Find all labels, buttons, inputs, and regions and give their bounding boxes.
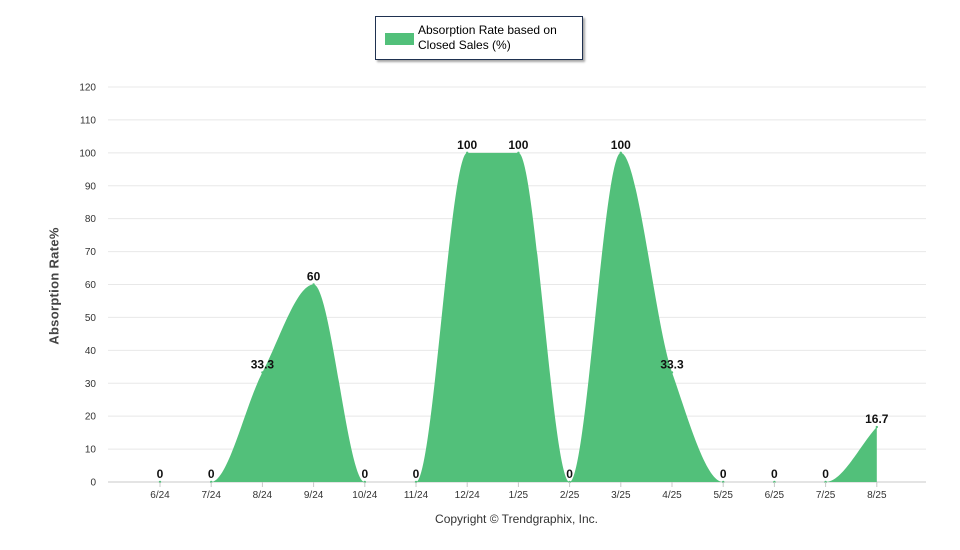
legend-swatch bbox=[385, 33, 414, 45]
x-tick-label: 8/24 bbox=[253, 490, 273, 501]
y-axis-ticks: 0 10 20 30 40 50 60 70 80 90 100 110 120 bbox=[79, 83, 96, 489]
data-labels: 0 0 33.3 60 0 0 100 100 0 100 33.3 0 0 0 16.7 bbox=[157, 138, 889, 481]
data-label: 0 bbox=[157, 467, 164, 481]
data-label: 100 bbox=[457, 138, 477, 152]
x-tick-label: 7/25 bbox=[816, 490, 836, 501]
data-point bbox=[670, 371, 674, 374]
data-label: 0 bbox=[413, 467, 420, 481]
x-tick-label: 2/25 bbox=[560, 490, 580, 501]
data-label: 100 bbox=[508, 138, 528, 152]
data-label: 16.7 bbox=[865, 412, 889, 426]
y-tick-label: 120 bbox=[79, 83, 96, 94]
data-label: 0 bbox=[771, 467, 778, 481]
x-tick-label: 8/25 bbox=[867, 490, 887, 501]
data-point bbox=[312, 283, 315, 286]
x-tick-label: 7/24 bbox=[201, 490, 221, 501]
data-label: 0 bbox=[361, 467, 368, 481]
y-tick-label: 60 bbox=[85, 280, 97, 291]
y-tick-label: 50 bbox=[85, 313, 97, 324]
data-point bbox=[466, 151, 469, 155]
x-tick-label: 4/25 bbox=[662, 490, 682, 501]
data-label: 0 bbox=[566, 467, 573, 481]
x-tick-label: 5/25 bbox=[713, 490, 733, 501]
y-tick-label: 90 bbox=[85, 181, 97, 192]
x-tick-label: 11/24 bbox=[404, 490, 429, 501]
y-tick-label: 110 bbox=[80, 115, 96, 126]
x-tick-label: 10/24 bbox=[352, 490, 377, 501]
y-tick-label: 20 bbox=[85, 412, 97, 423]
copyright-text: Copyright © Trendgraphix, Inc. bbox=[435, 512, 598, 526]
data-label: 0 bbox=[208, 467, 215, 481]
y-tick-label: 0 bbox=[90, 478, 96, 489]
data-point bbox=[517, 151, 520, 155]
legend[interactable]: Absorption Rate based on Closed Sales (%… bbox=[375, 16, 583, 60]
x-tick-label: 12/24 bbox=[455, 490, 480, 501]
x-axis-ticks: 6/24 7/24 8/24 9/24 10/24 11/24 12/24 1/25 2/25 3… bbox=[150, 482, 887, 501]
area-fill bbox=[160, 152, 877, 483]
y-tick-label: 70 bbox=[85, 247, 97, 258]
y-tick-label: 10 bbox=[85, 445, 97, 456]
data-label: 33.3 bbox=[660, 357, 684, 371]
x-tick-label: 1/25 bbox=[509, 490, 529, 501]
x-tick-label: 3/25 bbox=[611, 490, 631, 501]
data-label: 60 bbox=[307, 270, 321, 284]
data-point bbox=[875, 425, 878, 429]
y-tick-label: 40 bbox=[85, 346, 97, 357]
y-axis-title: Absorption Rate% bbox=[46, 227, 62, 345]
y-tick-label: 30 bbox=[85, 379, 97, 390]
x-tick-label: 6/24 bbox=[150, 490, 170, 501]
data-label: 33.3 bbox=[251, 357, 275, 371]
x-tick-label: 9/24 bbox=[304, 490, 324, 501]
y-tick-label: 80 bbox=[85, 214, 97, 225]
x-tick-label: 6/25 bbox=[765, 490, 785, 501]
data-label: 0 bbox=[720, 467, 727, 481]
data-point bbox=[261, 371, 264, 374]
legend-label: Absorption Rate based on Closed Sales (%… bbox=[418, 23, 557, 52]
data-label: 100 bbox=[611, 138, 631, 152]
y-tick-label: 100 bbox=[79, 148, 96, 159]
data-label: 0 bbox=[822, 467, 829, 481]
data-point bbox=[619, 151, 622, 155]
